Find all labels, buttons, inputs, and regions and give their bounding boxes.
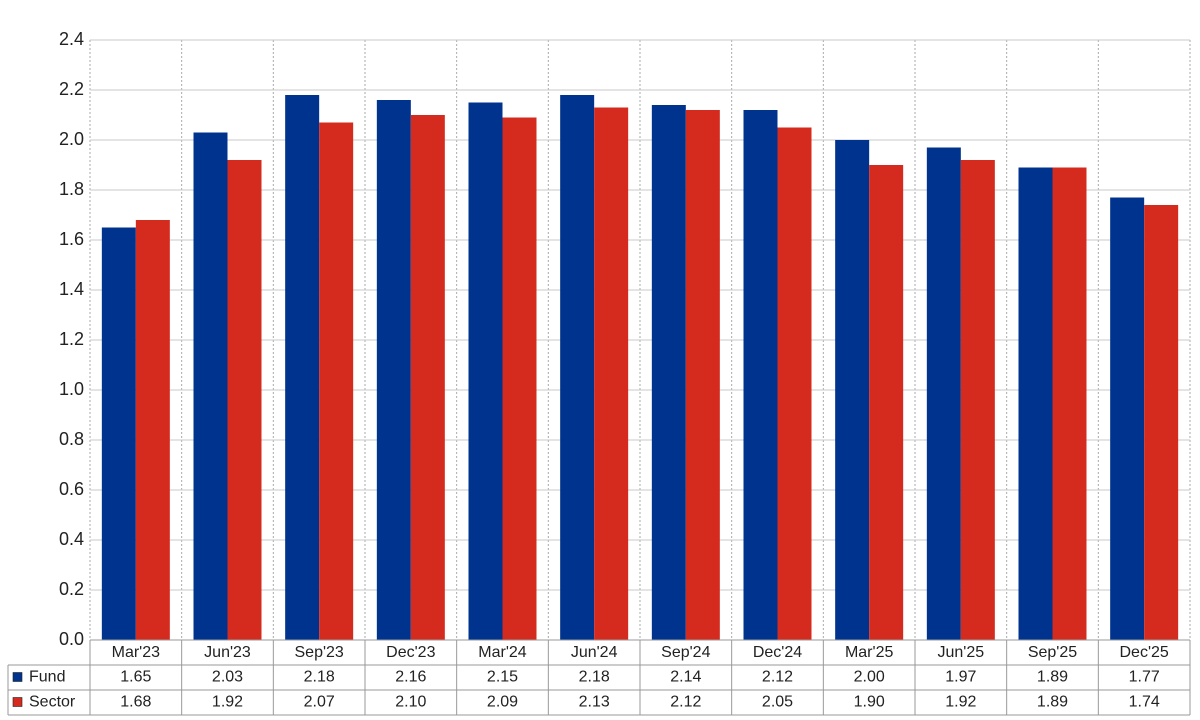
table-value: 2.10 <box>395 694 426 711</box>
bar <box>835 140 870 640</box>
bar <box>1052 167 1087 640</box>
y-tick-label: 1.2 <box>59 329 84 349</box>
bar <box>468 102 503 640</box>
bar <box>1110 197 1145 640</box>
bar <box>410 115 445 640</box>
bar <box>1144 205 1179 640</box>
table-value: 2.13 <box>579 694 610 711</box>
table-value: 2.09 <box>487 694 518 711</box>
table-value: 1.74 <box>1129 694 1160 711</box>
x-tick-label: Dec'25 <box>1120 644 1169 661</box>
legend-swatch <box>12 672 23 682</box>
table-value: 2.12 <box>762 669 793 686</box>
table-value: 2.14 <box>670 669 701 686</box>
y-tick-label: 0.2 <box>59 579 84 599</box>
y-tick-label: 0.8 <box>59 429 84 449</box>
table-value: 2.00 <box>854 669 885 686</box>
table-value: 1.92 <box>945 694 976 711</box>
y-tick-label: 2.4 <box>59 29 84 49</box>
bar <box>193 132 228 640</box>
bar <box>560 95 595 640</box>
y-tick-label: 1.6 <box>59 229 84 249</box>
table-value: 1.90 <box>854 694 885 711</box>
table-value: 1.68 <box>120 694 151 711</box>
bar <box>135 220 170 640</box>
x-tick-label: Mar'24 <box>478 644 527 661</box>
legend-label: Fund <box>29 669 65 686</box>
legend-label: Sector <box>29 694 76 711</box>
bar <box>926 147 961 640</box>
table-value: 1.89 <box>1037 694 1068 711</box>
table-value: 2.03 <box>212 669 243 686</box>
bar <box>376 100 411 640</box>
y-tick-label: 1.8 <box>59 179 84 199</box>
x-tick-label: Jun'25 <box>938 644 985 661</box>
x-tick-label: Sep'23 <box>295 644 344 661</box>
bar <box>651 105 686 640</box>
table-value: 1.89 <box>1037 669 1068 686</box>
table-value: 2.16 <box>395 669 426 686</box>
bar <box>594 107 629 640</box>
table-value: 2.18 <box>579 669 610 686</box>
y-tick-label: 2.0 <box>59 129 84 149</box>
y-tick-label: 1.4 <box>59 279 84 299</box>
bar <box>960 160 995 640</box>
bar <box>777 127 812 640</box>
bar <box>227 160 262 640</box>
table-value: 1.97 <box>945 669 976 686</box>
bar <box>1018 167 1053 640</box>
table-value: 2.07 <box>304 694 335 711</box>
x-tick-label: Mar'23 <box>112 644 161 661</box>
table-value: 2.05 <box>762 694 793 711</box>
bar <box>502 117 537 640</box>
y-tick-label: 1.0 <box>59 379 84 399</box>
bar <box>685 110 720 640</box>
legend-swatch <box>12 697 23 707</box>
x-tick-label: Sep'24 <box>661 644 710 661</box>
y-tick-label: 2.2 <box>59 79 84 99</box>
x-tick-label: Dec'23 <box>386 644 435 661</box>
x-tick-label: Mar'25 <box>845 644 894 661</box>
bar <box>869 165 904 640</box>
table-value: 2.15 <box>487 669 518 686</box>
x-tick-label: Jun'24 <box>571 644 618 661</box>
x-tick-label: Dec'24 <box>753 644 802 661</box>
table-value: 2.18 <box>304 669 335 686</box>
y-tick-label: 0.6 <box>59 479 84 499</box>
bar <box>743 110 778 640</box>
y-tick-label: 0.4 <box>59 529 84 549</box>
x-tick-label: Jun'23 <box>204 644 251 661</box>
x-tick-label: Sep'25 <box>1028 644 1077 661</box>
bar <box>319 122 354 640</box>
table-value: 2.12 <box>670 694 701 711</box>
bar <box>285 95 320 640</box>
table-value: 1.92 <box>212 694 243 711</box>
bar <box>101 227 136 640</box>
y-tick-label: 0.0 <box>59 629 84 649</box>
table-value: 1.65 <box>120 669 151 686</box>
table-value: 1.77 <box>1129 669 1160 686</box>
